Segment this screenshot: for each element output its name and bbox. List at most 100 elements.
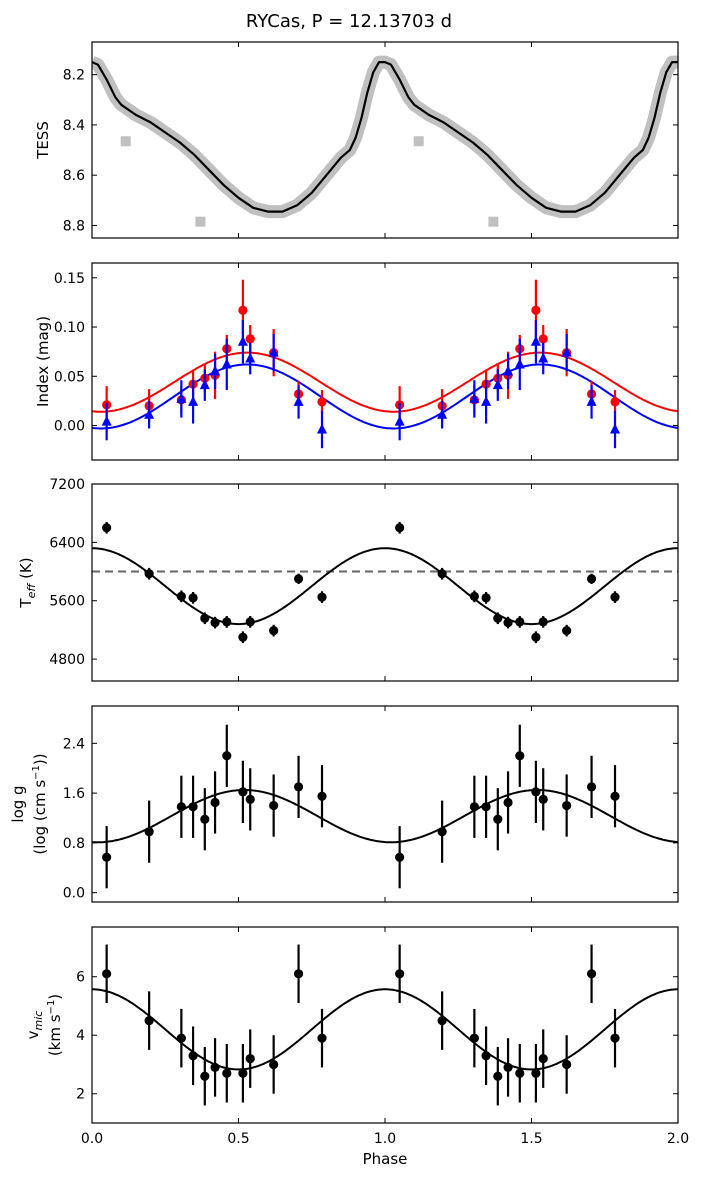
y-tick-label: 0.00 (54, 419, 85, 435)
x-tick-label: 1.5 (520, 1131, 542, 1147)
ylabel-pre: (km s (46, 1014, 64, 1056)
vmic-data-point (562, 1059, 572, 1070)
index-blue-point (176, 392, 187, 403)
index-blue-point (268, 346, 279, 357)
teff-data-point (481, 593, 491, 603)
logg-data-point (538, 794, 548, 804)
x-axis-label: Phase (363, 1150, 408, 1168)
plot-area-tess (92, 55, 678, 227)
x-tick-label: 2.0 (667, 1131, 689, 1147)
y-tick-label: 0.10 (54, 320, 85, 336)
index-blue-point (317, 423, 328, 434)
logg-data-point (610, 791, 620, 801)
plot-area-teff (92, 521, 678, 644)
vmic-data-point (222, 1068, 232, 1078)
logg-data-point (293, 782, 304, 792)
y-tick-label: 2.4 (63, 736, 85, 752)
logg-data-point (269, 800, 279, 811)
tess-model-line (92, 61, 678, 213)
panel-teff: 4800 5600 6400 7200 Teff (K) (17, 477, 679, 682)
vmic-data-point (586, 969, 597, 979)
vmic-data-point (293, 969, 304, 979)
teff-data-fit-curve (92, 547, 678, 626)
panel-vmic: 0.0 0.5 1.0 1.5 2.0 2 4 6 vmic (km s−1) (24, 926, 689, 1147)
teff-data-point (531, 632, 541, 642)
vmic-data-point (210, 1062, 220, 1073)
index-blue-point (221, 358, 232, 369)
logg-data-point (102, 852, 112, 862)
vmic-data-point (188, 1051, 198, 1061)
ylabel-post: ) (46, 994, 64, 1000)
y-tick-label: 2 (76, 1087, 85, 1103)
index-blue-point (538, 352, 549, 363)
vmic-data-point (493, 1071, 503, 1081)
vmic-data-point (245, 1054, 255, 1064)
tess-outlier-point (120, 136, 131, 147)
vmic-data-point (102, 969, 112, 979)
y-tick-label: 8.8 (63, 218, 85, 234)
vmic-data-point (317, 1033, 327, 1043)
y-tick-label: 0.0 (63, 886, 85, 902)
index-blue-point (514, 358, 525, 369)
vmic-data-fit-curve (92, 988, 678, 1071)
logg-data-point (188, 802, 198, 812)
index-blue-point (530, 335, 541, 346)
logg-data-point (210, 797, 220, 808)
vmic-data-point (144, 1016, 154, 1026)
ylabel-main: v (24, 1030, 42, 1039)
ylabel-post: )) (31, 753, 49, 765)
y-tick-label: 8.6 (63, 168, 85, 184)
tess-outlier-point (195, 216, 206, 227)
y-tick-label: 4 (76, 1028, 85, 1044)
index-blue-point (610, 423, 621, 434)
plot-area-logg (92, 724, 678, 889)
index-blue-point (245, 352, 256, 363)
ylabel-sub: mic (32, 1011, 45, 1031)
logg-data-point (586, 782, 597, 792)
logg-data-point (317, 791, 327, 801)
teff-data-point (395, 523, 405, 533)
index-blue-point (469, 392, 480, 403)
y-axis-label: TESS (34, 121, 52, 160)
vmic-data-point (395, 969, 405, 979)
tess-outlier-point (488, 216, 499, 227)
teff-data-point (188, 593, 198, 603)
figure-title: RYCas, P = 12.13703 d (246, 11, 452, 32)
panel-logg: 0.0 0.8 1.6 2.4 log g (log (cm s−1)) (9, 705, 679, 903)
ylabel-sub: eff (25, 583, 38, 599)
y-tick-label: 1.6 (63, 786, 85, 802)
logg-data-fit-curve (92, 789, 678, 844)
index-blue-point (503, 365, 514, 376)
index-blue-point (144, 408, 155, 419)
logg-data-point (481, 802, 491, 812)
logg-data-point (437, 827, 447, 837)
axes-frame-index (91, 262, 679, 461)
index-red-fit-curve (92, 351, 678, 413)
y-tick-label: 8.4 (63, 118, 85, 134)
y-tick-label: 6400 (49, 535, 85, 551)
vmic-data-point (437, 1016, 447, 1026)
tess-outlier-point (413, 136, 424, 147)
vmic-data-point (269, 1059, 279, 1070)
vmic-data-point (515, 1068, 525, 1078)
y-tick-label: 6 (76, 970, 85, 986)
index-red-point (317, 397, 327, 407)
logg-data-point (531, 787, 541, 797)
teff-data-point (515, 617, 525, 627)
logg-data-point (493, 814, 503, 824)
x-tick-label: 0.0 (81, 1131, 103, 1147)
logg-data-point (245, 794, 255, 804)
index-blue-point (481, 395, 492, 406)
y-tick-label: 8.2 (63, 68, 85, 84)
teff-data-point (238, 632, 248, 642)
teff-data-point (245, 617, 255, 627)
teff-data-point (437, 569, 447, 579)
vmic-data-point (538, 1054, 548, 1064)
vmic-data-point (610, 1033, 620, 1043)
ylabel-main: T (17, 598, 35, 609)
index-blue-point (188, 395, 199, 406)
y-tick-label: 0.15 (54, 271, 85, 287)
ylabel-sup: −1 (31, 765, 42, 780)
axes-frame-vmic (91, 926, 679, 1124)
vmic-data-point (176, 1033, 186, 1043)
